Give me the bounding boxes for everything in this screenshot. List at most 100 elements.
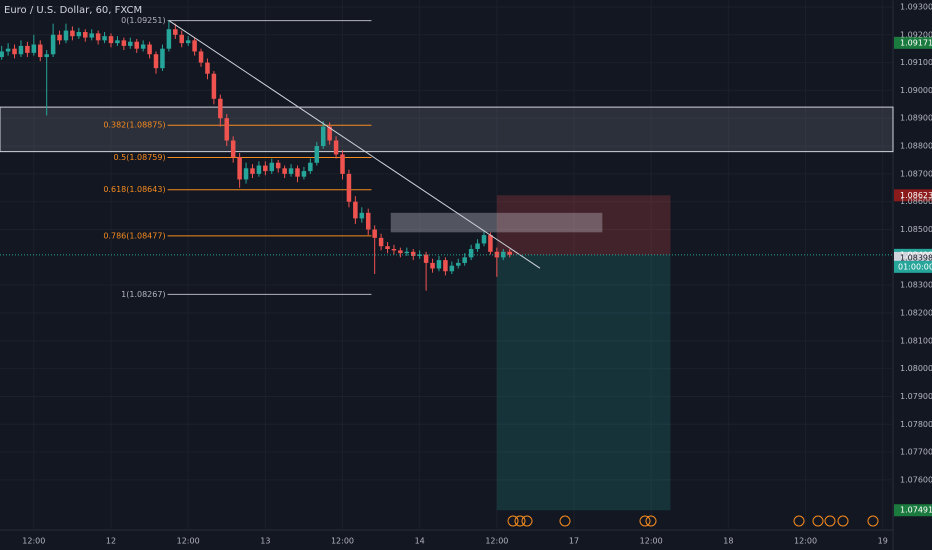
x-tick-label: 12:00 — [640, 537, 663, 546]
candle-body — [179, 34, 184, 44]
candle-body — [501, 251, 506, 258]
candle-body — [327, 126, 332, 141]
chart-title: Euro / U.S. Dollar, 60, FXCM — [4, 5, 142, 16]
candle-body — [153, 54, 159, 69]
candle-body — [218, 98, 223, 119]
candle-body — [462, 257, 467, 263]
candle-body — [63, 30, 69, 41]
y-tick-label: 1.08900 — [900, 114, 932, 123]
x-tick-label: 19 — [878, 537, 888, 546]
candle-body — [230, 140, 236, 158]
y-tick-label: 1.09300 — [900, 2, 932, 11]
candle-body — [134, 41, 139, 49]
candle-body — [468, 249, 474, 258]
event-icon — [645, 515, 657, 527]
candle-body — [275, 162, 281, 169]
price-label: 1.09171 — [900, 38, 932, 47]
candle-body — [378, 237, 384, 247]
y-tick-label: 1.08700 — [900, 169, 932, 178]
candle-body — [494, 251, 500, 258]
candle-body — [449, 265, 455, 272]
event-icon — [559, 515, 571, 527]
candle-body — [359, 212, 365, 219]
candle-body — [83, 31, 88, 38]
event-icon — [812, 515, 824, 527]
candle-body — [507, 251, 512, 255]
candle-body — [282, 168, 287, 174]
candle-body — [340, 154, 345, 174]
candle-body — [256, 165, 262, 174]
plot: 0(1.09251) 0.382(1.08875) 0.5(1.08759) 0.61… — [0, 16, 932, 517]
price-label-bg — [894, 504, 932, 517]
y-tick-label: 1.09100 — [900, 58, 932, 67]
y-tick-label: 1.07600 — [900, 475, 932, 484]
candle-body — [0, 51, 4, 58]
candle-body — [5, 48, 11, 52]
candle-body — [365, 212, 371, 230]
candle-body — [128, 41, 133, 46]
y-tick-label: 1.08600 — [900, 197, 932, 206]
countdown: 01:00:00 — [898, 262, 932, 271]
price-label: 1.07491 — [900, 506, 932, 515]
event-icon — [824, 515, 836, 527]
fib-label: 0.786(1.08477) — [103, 231, 165, 240]
candle-body — [121, 40, 127, 46]
target-zone — [496, 254, 671, 511]
candle-body — [224, 118, 230, 141]
x-tick-label: 13 — [260, 537, 270, 546]
candle-body — [140, 44, 146, 49]
candle-body — [423, 254, 429, 263]
candle-body — [18, 45, 24, 55]
candle-body — [237, 157, 242, 180]
candle-body — [269, 162, 275, 172]
candle-body — [198, 51, 204, 63]
candle-body — [372, 229, 377, 238]
event-icons — [507, 515, 879, 527]
candle-body — [205, 62, 210, 74]
x-tick-label: 14 — [415, 537, 425, 546]
x-tick-label: 12:00 — [485, 537, 508, 546]
candle-body — [102, 36, 107, 41]
candle-body — [12, 48, 17, 55]
price-label: 1.08623 — [900, 191, 932, 200]
candle-body — [173, 29, 178, 35]
y-tick-label: 1.07900 — [900, 392, 932, 401]
candle-body — [115, 40, 120, 44]
y-tick-label: 1.08800 — [900, 142, 932, 151]
candle-body — [346, 173, 352, 202]
candle-body — [404, 251, 410, 254]
price-label: 1.08409 — [900, 250, 932, 259]
candle-body — [436, 260, 442, 269]
event-icon — [837, 515, 849, 527]
event-icon — [514, 515, 526, 527]
event-icon — [521, 515, 533, 527]
candle-body — [211, 73, 217, 99]
candle-body — [147, 44, 152, 55]
y-tick-label: 1.07800 — [900, 420, 932, 429]
event-icon — [507, 515, 519, 527]
x-tick-label: 12:00 — [177, 537, 200, 546]
candle-body — [243, 168, 249, 180]
x-tick-label: 18 — [723, 537, 733, 546]
candle-body — [314, 146, 320, 163]
candle-body — [417, 254, 422, 256]
candle-body — [70, 30, 75, 37]
candle-body — [250, 168, 255, 174]
candle-body — [263, 165, 268, 172]
candle-body — [38, 44, 43, 58]
price-label-bg — [894, 189, 932, 202]
candle-body — [333, 140, 339, 155]
y-tick-label: 1.09200 — [900, 30, 932, 39]
candle-body — [385, 246, 390, 250]
candle-body — [166, 29, 172, 49]
trendline — [168, 20, 541, 269]
x-tick-label: 17 — [569, 537, 579, 546]
event-icon — [639, 515, 651, 527]
box — [390, 212, 603, 233]
candle-body — [192, 40, 197, 52]
y-tick-label: 1.09000 — [900, 86, 932, 95]
fib-label: 0(1.09251) — [121, 16, 165, 25]
